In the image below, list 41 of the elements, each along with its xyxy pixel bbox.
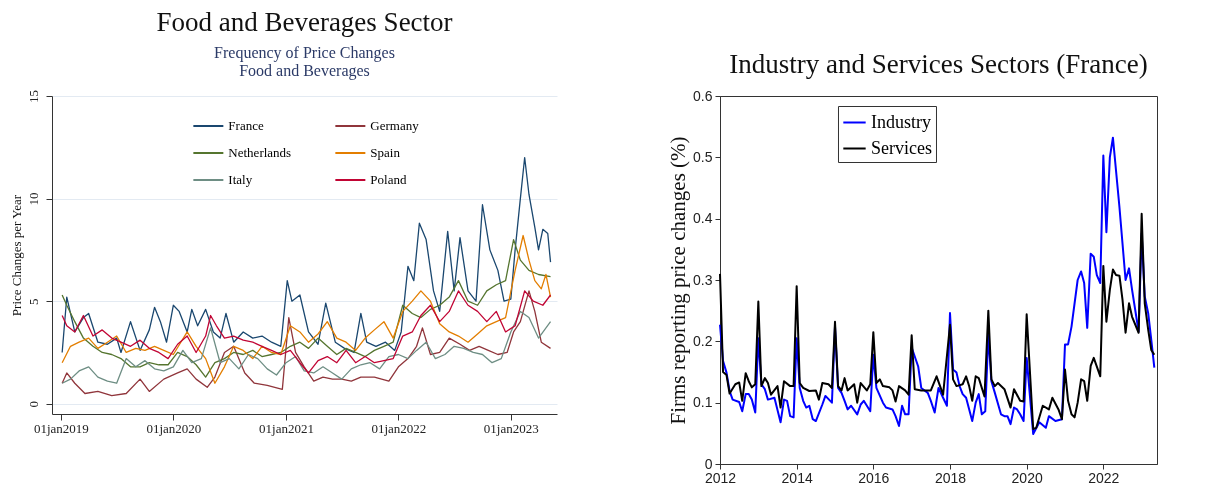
y-tick-label: 15 bbox=[25, 90, 41, 103]
x-tick-label: 01jan2022 bbox=[371, 420, 427, 436]
chart-subtitle: Frequency of Price Changes bbox=[214, 43, 395, 62]
y-axis-title: Firms reporting price changes (%) bbox=[666, 136, 691, 425]
legend-label: Italy bbox=[228, 172, 253, 187]
y-tick-label: 0.2 bbox=[693, 332, 713, 349]
x-tick-label: 2012 bbox=[704, 469, 737, 486]
y-tick-label: 0.5 bbox=[693, 148, 713, 165]
y-tick-label: 10 bbox=[25, 192, 41, 206]
legend-label: Industry bbox=[870, 111, 931, 132]
y-tick-label: 0 bbox=[25, 400, 41, 408]
y-axis-title: Price Changes per Year bbox=[8, 194, 24, 317]
legend-label: Germany bbox=[370, 118, 420, 133]
x-tick-label: 01jan2021 bbox=[259, 420, 314, 436]
x-tick-label: 01jan2019 bbox=[33, 420, 89, 436]
y-tick-label: 0.6 bbox=[693, 87, 713, 104]
legend-label: Services bbox=[870, 137, 932, 158]
y-tick-label: 0.3 bbox=[693, 271, 713, 288]
chart-title: Industry and Services Sectors (France) bbox=[729, 49, 1148, 79]
x-tick-label: 2022 bbox=[1088, 469, 1120, 486]
y-tick-label: 0.1 bbox=[693, 394, 713, 411]
line-series bbox=[61, 290, 552, 374]
chart-title: Food and Beverages Sector bbox=[156, 6, 453, 37]
line-series bbox=[61, 310, 552, 384]
x-tick-label: 01jan2020 bbox=[146, 420, 202, 436]
x-tick-label: 2016 bbox=[858, 469, 890, 486]
line-series bbox=[719, 212, 1156, 431]
x-tick-label: 01jan2023 bbox=[483, 420, 539, 436]
x-tick-label: 2014 bbox=[781, 469, 813, 486]
y-tick-label: 0.4 bbox=[693, 210, 713, 227]
y-tick-label: 5 bbox=[25, 298, 41, 305]
x-tick-label: 2018 bbox=[934, 469, 967, 486]
legend-label: Poland bbox=[370, 172, 407, 187]
line-series bbox=[61, 290, 552, 397]
line-series bbox=[719, 136, 1156, 435]
legend-label: Netherlands bbox=[228, 145, 292, 160]
legend-label: France bbox=[228, 118, 264, 133]
text: Food and Beverages bbox=[239, 61, 370, 80]
y-tick-label: 0 bbox=[704, 455, 713, 472]
x-tick-label: 2020 bbox=[1011, 469, 1043, 486]
legend-label: Spain bbox=[370, 145, 401, 160]
